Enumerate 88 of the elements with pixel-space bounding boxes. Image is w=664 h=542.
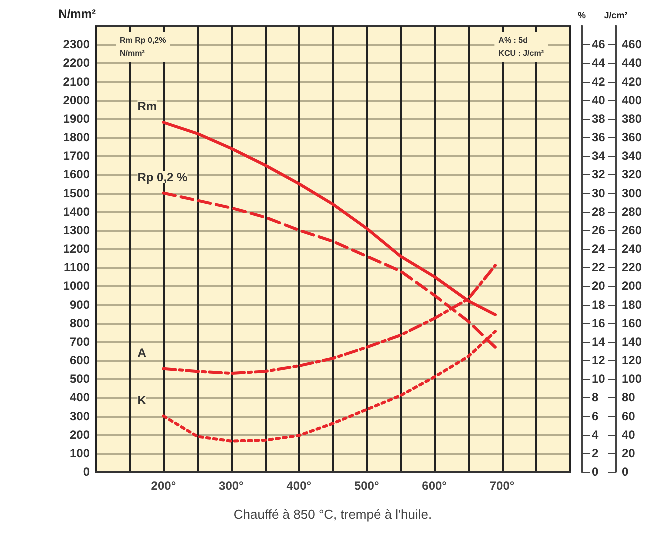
y3-tick-label: 160 [622,316,642,330]
y-tick-label: 200 [70,428,90,442]
y2-tick-label: 40 [592,93,606,108]
y-tick-label: 900 [70,298,90,312]
series-label: K [138,393,147,408]
y-tick-label: 100 [70,446,90,460]
y-tick-label: 1800 [63,130,90,144]
y2-tick-label: 10 [592,372,606,386]
y3-tick-label: 460 [622,38,642,52]
y3-axis-title: J/cm² [604,10,628,20]
y3-tick-label: 40 [622,428,636,442]
y-tick-label: 400 [70,390,90,405]
y3-tick-label: 20 [622,446,636,460]
annotation: Rm Rp 0,2% N/mm² [120,36,166,58]
y2-tick-label: 46 [592,38,606,52]
y2-tick-label: 24 [592,242,606,256]
series-label: Rp 0,2 % [138,170,188,184]
y2-tick-label: 20 [592,279,606,294]
y-tick-label: 0 [83,465,90,479]
y-tick-label: 1700 [63,149,90,164]
y3-tick-label: 220 [622,260,642,275]
y2-tick-label: 22 [592,260,606,275]
y-tick-label: 500 [70,372,90,386]
y3-tick-label: 280 [622,204,642,219]
y-tick-label: 1600 [63,168,90,182]
y2-tick-label: 4 [592,428,599,442]
y3-tick-label: 300 [622,186,642,200]
y3-tick-label: 360 [622,130,642,144]
y-tick-label: 300 [70,409,90,424]
y-tick-label: 700 [70,334,90,349]
y-tick-label: 800 [70,316,90,330]
y3-tick-label: 180 [622,298,642,312]
y2-tick-label: 2 [592,446,599,460]
y3-tick-label: 320 [622,168,642,182]
y3-tick-label: 260 [622,223,642,238]
y2-axis-title: % [578,10,586,20]
x-axis-title: Chauffé à 850 °C, trempé à l'huile. [234,507,432,522]
y3-tick-label: 60 [622,409,636,424]
y2-tick-label: 42 [592,74,606,89]
y2-tick-label: 0 [592,465,599,479]
y-tick-label: 600 [70,354,90,368]
annotation: A% : 5d KCU : J/cm² [498,36,544,58]
x-tick-label: 600° [422,479,448,493]
y2-tick-label: 14 [592,334,606,349]
y2-tick-label: 36 [592,130,606,144]
y-tick-label: 2000 [63,93,90,108]
y3-tick-label: 0 [622,465,629,479]
y3-tick-label: 120 [622,354,642,368]
y-tick-label: 1000 [63,279,90,294]
y-tick-label: 2200 [63,56,90,70]
y3-tick-label: 380 [622,112,642,126]
y-tick-label: 1400 [63,204,90,219]
y3-tick-label: 140 [622,334,642,349]
y-tick-label: 1100 [64,260,90,275]
y2-tick-label: 26 [592,223,606,238]
y3-tick-label: 340 [622,149,642,164]
y3-tick-label: 100 [622,372,642,386]
y2-tick-label: 18 [592,298,606,312]
y3-tick-label: 420 [622,74,642,89]
y-axis-title: N/mm² [58,7,96,21]
x-tick-label: 300° [219,479,244,493]
y3-tick-label: 400 [622,93,642,108]
y2-tick-label: 8 [592,390,599,405]
y2-tick-label: 44 [592,56,606,70]
series-label: Rm [138,100,158,114]
y2-tick-label: 30 [592,186,606,200]
y-tick-label: 1900 [63,112,90,126]
x-tick-label: 200° [151,479,176,493]
y-tick-label: 2300 [63,38,90,52]
y3-tick-label: 440 [622,56,642,70]
x-tick-label: 500° [354,479,380,493]
y-tick-label: 1200 [63,242,90,256]
y2-tick-label: 38 [592,112,606,126]
y2-tick-label: 6 [592,409,599,424]
y2-tick-label: 16 [592,316,606,330]
y2-tick-label: 34 [592,149,606,164]
y-tick-label: 1300 [63,223,90,238]
y2-tick-label: 12 [592,354,606,368]
y3-tick-label: 200 [622,279,642,294]
y-tick-label: 2100 [63,74,90,89]
y3-tick-label: 240 [622,242,642,256]
y2-tick-label: 28 [592,204,606,219]
y3-tick-label: 80 [622,390,636,405]
x-tick-label: 400° [286,479,312,493]
x-tick-label: 700° [490,479,515,493]
y2-tick-label: 32 [592,168,606,182]
y-tick-label: 1500 [63,186,90,200]
series-label: A [138,346,147,360]
